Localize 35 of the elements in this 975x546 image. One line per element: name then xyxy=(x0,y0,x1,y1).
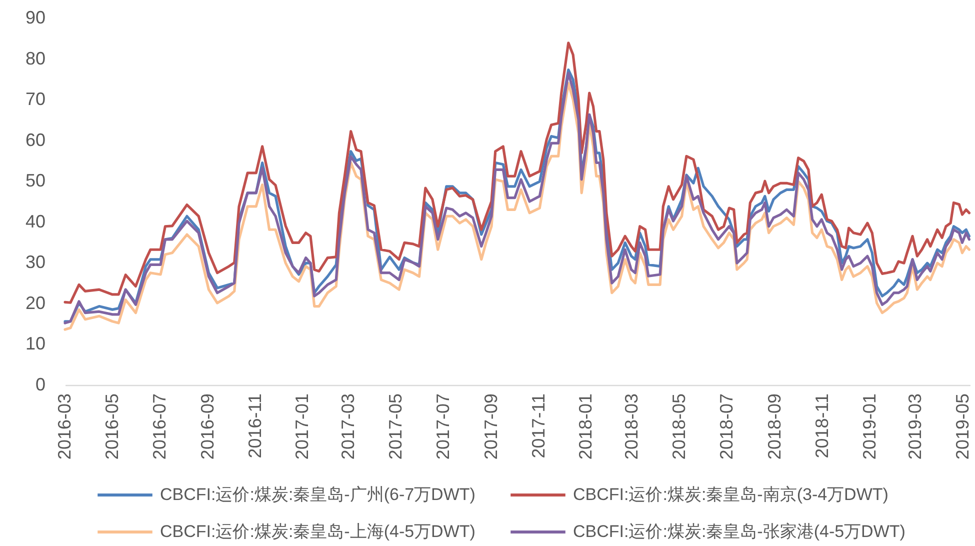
x-tick-label: 2019-03 xyxy=(905,394,926,460)
x-tick-label: 2018-01 xyxy=(576,394,596,460)
x-tick-label: 2017-01 xyxy=(292,394,312,460)
y-tick-label: 40 xyxy=(25,211,46,232)
x-tick-label: 2019-01 xyxy=(859,394,880,460)
y-tick-label: 80 xyxy=(25,48,46,68)
y-tick-label: 70 xyxy=(25,89,46,110)
x-tick-label: 2017-03 xyxy=(338,394,358,460)
x-tick-label: 2017-05 xyxy=(385,394,406,460)
x-tick-label: 2017-11 xyxy=(528,394,548,458)
x-tick-label: 2017-07 xyxy=(432,394,453,460)
legend-label: CBCFI:运价:煤炭:秦皇岛-上海(4-5万DWT) xyxy=(160,522,476,541)
legend-label: CBCFI:运价:煤炭:秦皇岛-南京(3-4万DWT) xyxy=(573,485,888,504)
x-tick-label: 2018-07 xyxy=(716,394,736,460)
y-tick-label: 10 xyxy=(25,334,46,354)
x-tick-label: 2018-09 xyxy=(764,394,785,460)
line-series xyxy=(64,42,971,304)
y-tick-label: 90 xyxy=(25,8,46,28)
x-tick-label: 2018-05 xyxy=(668,394,689,460)
x-tick-label: 2019-05 xyxy=(952,394,973,460)
y-tick-label: 60 xyxy=(25,130,46,150)
x-tick-label: 2016-07 xyxy=(149,394,170,460)
y-tick-label: 50 xyxy=(25,170,46,191)
x-tick-label: 2016-11 xyxy=(244,394,265,458)
x-tick-label: 2016-05 xyxy=(102,394,122,460)
y-tick-label: 30 xyxy=(25,252,46,272)
legend-label: CBCFI:运价:煤炭:秦皇岛-广州(6-7万DWT) xyxy=(160,485,476,504)
x-tick-label: 2016-03 xyxy=(54,394,74,460)
x-tick-label: 2018-03 xyxy=(622,394,642,460)
x-tick-label: 2017-09 xyxy=(480,394,501,460)
legend-label: CBCFI:运价:煤炭:秦皇岛-张家港(4-5万DWT) xyxy=(573,522,906,541)
y-tick-label: 0 xyxy=(35,374,46,394)
y-tick-label: 20 xyxy=(25,292,46,313)
x-tick-label: 2018-11 xyxy=(812,394,832,458)
x-tick-label: 2016-09 xyxy=(197,394,218,460)
